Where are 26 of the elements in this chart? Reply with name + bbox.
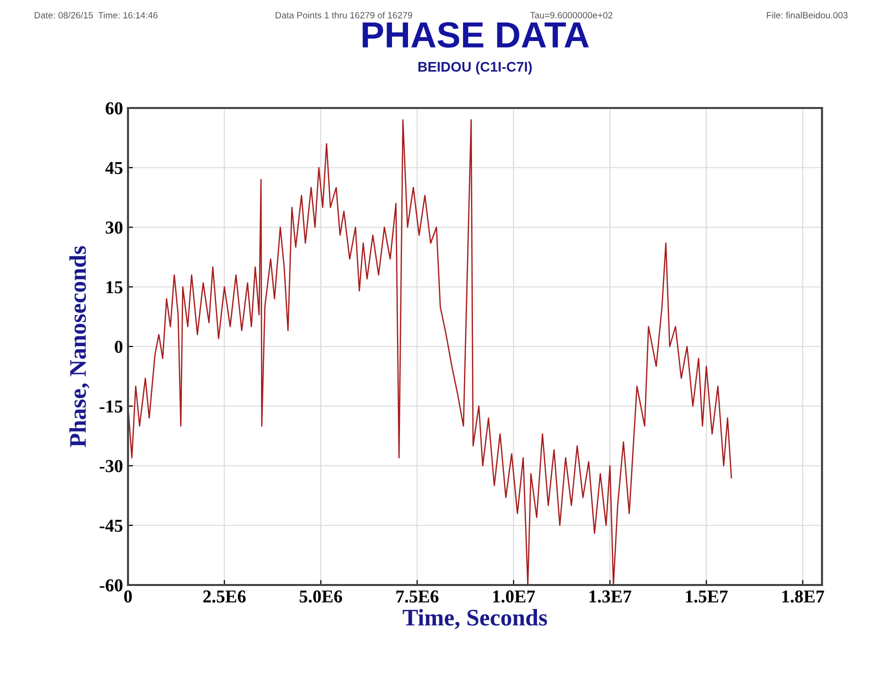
y-tick-label: 0 (114, 340, 122, 353)
x-tick-label: 2.5E6 (203, 590, 246, 603)
y-tick-label: 60 (106, 102, 122, 114)
y-tick-label: 45 (105, 162, 122, 174)
y-tick-label: 15 (106, 281, 122, 294)
text: File: finalBeidou.003 (766, 12, 848, 18)
text: Data Points 1 thru 16279 of 16279 (276, 12, 412, 18)
chart-subtitle: BEIDOU (C1I-C7I) (418, 62, 532, 74)
x-axis-title: Time, Seconds (402, 609, 548, 630)
text: Tau=9.6000000e+02 (530, 12, 612, 18)
text: Date: 08/26/15 Time: 16:14:46 (34, 12, 158, 18)
x-tick-label: 1.3E7 (590, 590, 632, 603)
chart-title: PHASE DATA (362, 22, 589, 48)
x-tick-label: 7.5E6 (396, 590, 438, 603)
line-series (128, 119, 732, 585)
y-axis-title: Phase, Nanoseconds (69, 246, 90, 448)
x-tick-label: 1.5E7 (686, 590, 728, 603)
y-tick-label: -15 (100, 400, 122, 413)
y-tick-label: -60 (100, 579, 122, 592)
x-tick-label: 0 (124, 590, 132, 603)
x-tick-label: 5.0E6 (300, 590, 342, 603)
x-tick-label: 1.0E7 (493, 590, 535, 603)
y-tick-label: -30 (100, 460, 122, 472)
x-tick-label: 1.8E7 (782, 590, 824, 603)
y-tick-label: 30 (106, 222, 122, 234)
y-tick-label: -45 (100, 520, 122, 532)
